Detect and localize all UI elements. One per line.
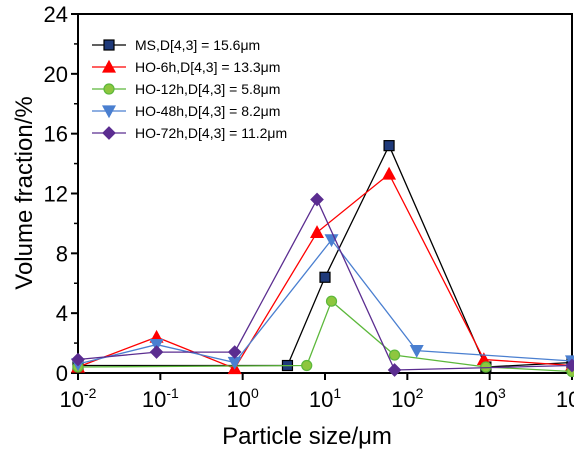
x-tick-label: 103 [474, 385, 506, 412]
data-point [310, 225, 325, 238]
series-1 [72, 140, 574, 373]
y-tick-label: 0 [56, 361, 68, 386]
data-point [101, 59, 117, 73]
data-point [565, 358, 574, 373]
data-point [310, 192, 324, 207]
data-point [409, 344, 424, 358]
x-tick-label: 104 [556, 385, 574, 412]
series-line [77, 238, 573, 365]
data-point [382, 166, 397, 180]
y-tick-label: 16 [44, 122, 68, 147]
y-tick-label: 20 [44, 62, 68, 87]
y-axis-label: Volume fraction/% [11, 96, 38, 289]
data-point [149, 338, 164, 352]
data-point [319, 271, 331, 283]
x-axis-label: Particle size/μm [222, 423, 392, 450]
series-4 [70, 234, 574, 372]
legend-label: HO-12h,D[4,3] = 5.8μm [135, 81, 280, 97]
axes: 0 4 8 12 16 20 24 10-2 10-1 100 101 102 103 104 [44, 2, 574, 412]
series-line [78, 144, 573, 368]
x-tick-label: 100 [227, 385, 259, 412]
data-point [101, 105, 117, 119]
data-point [103, 83, 115, 95]
legend-label: HO-48h,D[4,3] = 8.2μm [135, 103, 280, 119]
data-point [387, 363, 402, 377]
data-point [149, 345, 164, 359]
data-point [71, 352, 85, 367]
y-tick-label: 12 [44, 182, 68, 207]
data-point [227, 345, 242, 359]
series-3 [72, 295, 574, 378]
data-point [103, 39, 115, 51]
data-point [388, 349, 401, 361]
legend-label: HO-6h,D[4,3] = 13.3μm [135, 59, 280, 75]
y-tick-label: 4 [56, 301, 68, 326]
legend-label: MS,D[4,3] = 15.6μm [135, 37, 260, 53]
series-layer [70, 140, 574, 378]
y-tick-label: 8 [56, 241, 68, 266]
legend: MS,D[4,3] = 15.6μm HO-6h,D[4,3] = 13.3μm H… [92, 37, 287, 141]
x-tick-label: 10-1 [142, 385, 179, 412]
data-point [301, 359, 313, 372]
series-5 [71, 192, 574, 377]
data-point [102, 126, 116, 140]
x-tick-label: 102 [391, 385, 423, 412]
x-tick-label: 101 [309, 385, 341, 412]
data-point [383, 140, 395, 152]
legend-label: HO-72h,D[4,3] = 11.2μm [135, 125, 287, 141]
series-line [77, 198, 573, 371]
x-tick-label: 10-2 [60, 385, 97, 412]
data-point [325, 295, 338, 307]
y-tick-label: 24 [44, 2, 68, 27]
